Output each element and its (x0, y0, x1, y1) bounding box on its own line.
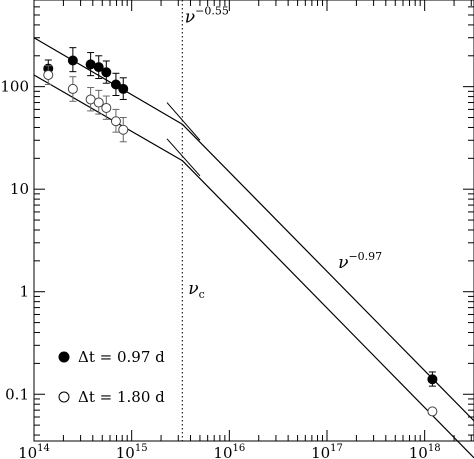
break-frequency-label-subscript: c (199, 288, 205, 301)
data-point-open (110, 116, 121, 127)
y-tick-label: 0.1 (5, 385, 29, 403)
x-tick-exponent: 14 (37, 443, 50, 454)
legend-label-series-2: Δt = 1.80 d (78, 388, 165, 406)
data-point-open (427, 406, 438, 417)
data-point-filled (427, 374, 438, 385)
data-point-open (101, 102, 112, 113)
break-frequency-label-base: ν (188, 279, 198, 299)
model-lines (33, 0, 474, 459)
data-point-filled (101, 67, 112, 78)
x-tick-base: 10 (116, 444, 135, 459)
data-point-open (43, 69, 54, 80)
x-tick-label: 1015 (116, 443, 148, 459)
slope-label-low-frequency-superscript: −0.55 (195, 5, 229, 18)
data-point-filled (118, 83, 129, 94)
model-line-lower (181, 160, 474, 459)
data-point-filled (93, 62, 104, 73)
x-tick-label: 1017 (311, 443, 343, 459)
slope-label-low-frequency: ν−0.55 (185, 5, 229, 28)
break-tick (166, 138, 201, 177)
data-point-filled (110, 79, 121, 90)
x-tick-base: 10 (213, 444, 232, 459)
break-frequency-label: νc (188, 279, 205, 301)
x-tick-base: 10 (18, 444, 37, 459)
data-point-open (67, 83, 78, 94)
slope-label-high-frequency-superscript: −0.97 (348, 250, 382, 263)
y-tick-label: 100 (0, 78, 29, 96)
legend-label-series-1: Δt = 0.97 d (78, 348, 165, 366)
data-point-open (118, 124, 129, 135)
x-tick-base: 10 (409, 444, 428, 459)
data-points (43, 47, 438, 417)
legend-marker-open (58, 391, 70, 403)
axis-ticks (33, 0, 474, 441)
x-tick-exponent: 15 (135, 443, 148, 454)
legend: Δt = 0.97 d Δt = 1.80 d (58, 348, 165, 406)
data-point-open (93, 97, 104, 108)
x-tick-label: 1016 (213, 443, 245, 459)
x-tick-exponent: 16 (233, 443, 246, 454)
slope-label-low-frequency-base: ν (185, 8, 195, 28)
x-tick-exponent: 18 (428, 443, 441, 454)
y-tick-label: 10 (10, 180, 29, 198)
x-tick-label: 1018 (409, 443, 441, 459)
slope-label-high-frequency: ν−0.97 (338, 250, 382, 273)
break-tick (166, 102, 201, 141)
slope-label-high-frequency-base: ν (338, 253, 348, 273)
legend-marker-filled (58, 351, 70, 363)
x-tick-exponent: 17 (330, 443, 343, 454)
x-tick-label: 1014 (18, 443, 50, 459)
model-line-lower (33, 74, 183, 162)
data-point-filled (67, 55, 78, 66)
model-line-upper (181, 123, 474, 422)
x-tick-base: 10 (311, 444, 330, 459)
y-tick-label: 1 (19, 283, 29, 301)
model-line-upper (33, 37, 183, 125)
